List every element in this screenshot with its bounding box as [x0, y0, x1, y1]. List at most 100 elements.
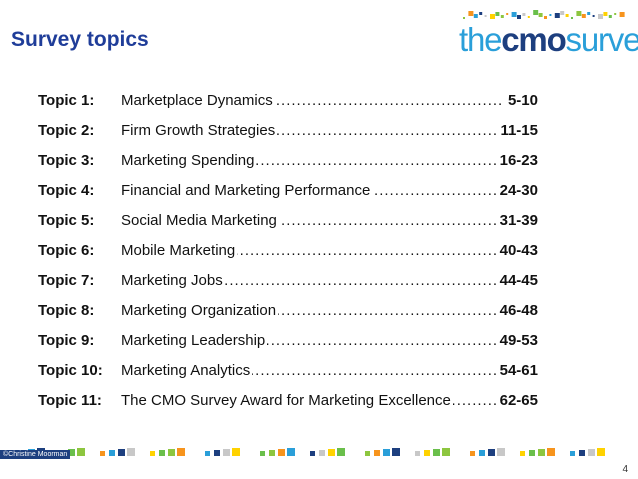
strip-square	[374, 450, 380, 456]
logo-square	[473, 14, 478, 18]
strip-square	[100, 451, 105, 456]
logo-square	[463, 17, 465, 19]
topic-number: Topic 6:	[38, 242, 95, 259]
topic-pages: 49-53	[496, 332, 538, 349]
topic-row: Topic 11:...............................…	[38, 388, 558, 418]
logo-square	[598, 14, 603, 19]
topic-pages: 11-15	[497, 122, 538, 139]
topic-pages: 40-43	[496, 242, 538, 259]
strip-square	[520, 451, 525, 456]
topic-name: Marketplace Dynamics	[121, 92, 275, 109]
strip-square	[260, 451, 265, 456]
topic-name: Marketing Organization	[121, 302, 279, 319]
topic-number: Topic 2:	[38, 122, 95, 139]
topic-row: Topic 5:................................…	[38, 208, 558, 238]
logo-square	[576, 11, 582, 16]
logo-square	[565, 14, 569, 17]
logo-wordmark: thecmosurvey	[459, 21, 638, 59]
logo-square	[571, 17, 573, 19]
logo-square	[468, 11, 474, 16]
strip-square	[319, 450, 325, 456]
logo-square	[500, 15, 504, 18]
logo-square	[522, 13, 526, 16]
topic-number: Topic 4:	[38, 182, 95, 199]
logo-square	[581, 14, 586, 18]
topic-row: Topic 7:................................…	[38, 268, 558, 298]
strip-square	[287, 448, 295, 456]
strip-square	[547, 448, 555, 456]
logo-square	[619, 12, 625, 17]
topic-row: Topic 8:................................…	[38, 298, 558, 328]
strip-square	[310, 451, 315, 456]
strip-square	[529, 450, 535, 456]
strip-square	[588, 449, 595, 456]
logo-square	[614, 13, 617, 15]
strip-square	[205, 451, 210, 456]
logo-square	[608, 15, 612, 18]
topic-name: Marketing Analytics	[121, 362, 253, 379]
topic-pages: 54-61	[496, 362, 538, 379]
topic-number: Topic 9:	[38, 332, 95, 349]
strip-square	[392, 448, 400, 456]
topic-name: Marketing Leadership	[121, 332, 268, 349]
topic-name: Financial and Marketing Performance	[121, 182, 373, 199]
logo-square	[511, 12, 517, 17]
strip-square	[570, 451, 575, 456]
topic-row: Topic 4:................................…	[38, 178, 558, 208]
topic-row: Topic 9:................................…	[38, 328, 558, 358]
logo-square	[554, 13, 560, 18]
logo-square	[495, 12, 500, 16]
topic-number: Topic 5:	[38, 212, 95, 229]
logo-square	[549, 14, 552, 16]
topic-number: Topic 11:	[38, 392, 102, 409]
topic-name: Social Media Marketing	[121, 212, 279, 229]
strip-square	[127, 448, 135, 456]
topic-row: Topic 3:................................…	[38, 148, 558, 178]
strip-square	[177, 448, 185, 456]
topic-row: Topic 10:...............................…	[38, 358, 558, 388]
topic-name: The CMO Survey Award for Marketing Excel…	[121, 392, 453, 409]
topic-number: Topic 7:	[38, 272, 95, 289]
topic-number: Topic 3:	[38, 152, 95, 169]
logo-mosaic-squares	[463, 10, 625, 19]
strip-square	[337, 448, 345, 456]
logo-square	[479, 12, 483, 15]
strip-square	[223, 449, 230, 456]
topic-pages: 44-45	[496, 272, 538, 289]
topic-pages: 24-30	[496, 182, 538, 199]
logo-square	[603, 12, 608, 16]
topic-number: Topic 10:	[38, 362, 103, 379]
strip-square	[424, 450, 430, 456]
strip-square	[328, 449, 335, 456]
logo-square	[506, 13, 509, 15]
strip-square	[383, 449, 390, 456]
strip-square	[168, 449, 175, 456]
strip-square	[597, 448, 605, 456]
page-number: 4	[622, 464, 628, 475]
logo-square	[544, 16, 547, 19]
topic-pages: 16-23	[496, 152, 538, 169]
cmo-survey-logo: thecmosurvey	[451, 3, 638, 63]
strip-square	[232, 448, 240, 456]
strip-square	[68, 449, 75, 456]
copyright-credit: ©Christine Moorman	[0, 450, 71, 459]
topic-pages: 46-48	[496, 302, 538, 319]
logo-text-cmo: cmo	[501, 21, 566, 58]
logo-square	[527, 16, 530, 18]
strip-square	[269, 450, 275, 456]
topic-name: Marketing Jobs	[121, 272, 225, 289]
strip-square	[470, 451, 475, 456]
topic-name: Marketing Spending	[121, 152, 257, 169]
topic-pages: 5-10	[504, 92, 538, 109]
logo-text-survey: survey	[565, 21, 638, 58]
strip-square	[109, 450, 115, 456]
strip-square	[150, 451, 155, 456]
strip-square	[497, 448, 505, 456]
logo-square	[517, 15, 521, 19]
decorative-square-strip	[10, 448, 605, 456]
topic-name: Firm Growth Strategies	[121, 122, 278, 139]
logo-square	[484, 15, 487, 17]
logo-square	[560, 11, 565, 15]
topics-list: Topic 1:................................…	[38, 88, 558, 418]
logo-square	[490, 14, 495, 19]
